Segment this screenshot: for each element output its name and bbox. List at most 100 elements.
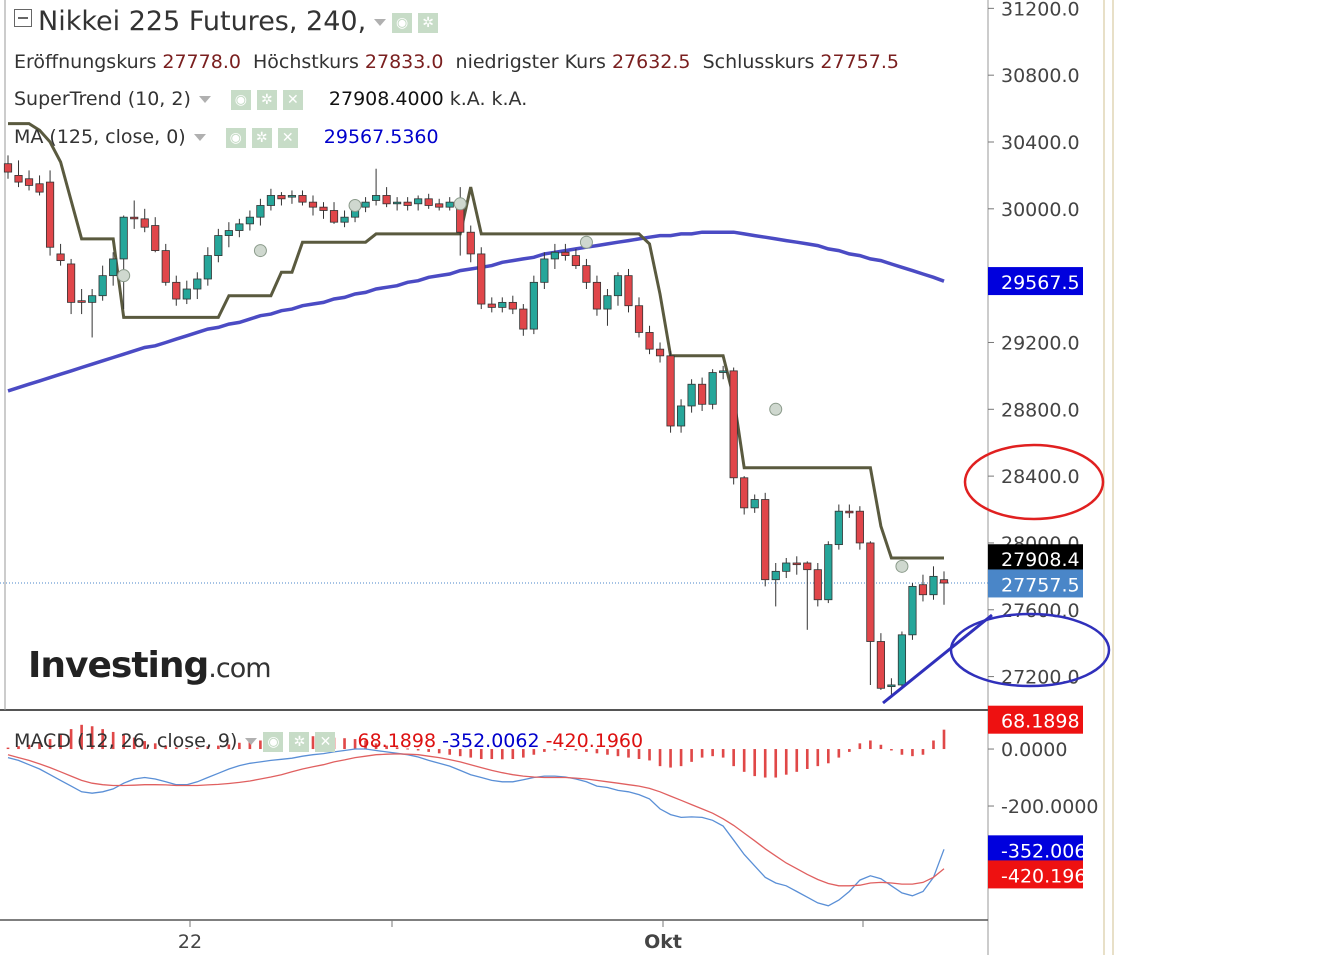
close-icon[interactable]: ✕ [282,89,303,110]
gear-icon[interactable]: ✲ [418,12,439,33]
candle [634,297,644,338]
ohlc-row: Eröffnungskurs 27778.0 Höchstkurs 27833.0 … [14,51,905,73]
close-icon[interactable]: ✕ [315,731,336,752]
eye-icon[interactable]: ◉ [263,731,284,752]
macd-histogram-bar [206,746,210,750]
candle [550,243,559,269]
candle [35,175,44,196]
chevron-down-icon[interactable] [374,19,387,26]
price-tick-label: 30400.0 [1001,132,1080,154]
eye-icon[interactable]: ◉ [225,127,246,148]
macd-histogram-bar [395,747,399,750]
macd-histogram-bar [101,729,104,750]
chevron-down-icon[interactable] [245,738,258,745]
candle-body [24,178,34,186]
gear-icon[interactable]: ✲ [251,127,272,148]
candle [929,566,938,600]
eye-icon[interactable]: ◉ [392,12,413,33]
chart-title-row: Nikkei 225 Futures, 240, ◉ ✲ [14,6,444,37]
macd-histogram-bar [132,737,136,750]
candle-body [245,216,254,225]
candle [214,228,223,263]
candle [613,272,623,306]
logo-suffix: .com [208,653,271,684]
candle [708,369,717,410]
candle [245,210,254,231]
macd-signal-badge-bg [988,860,1083,889]
macd-histogram-bar [753,749,757,777]
candle [582,258,591,290]
macd-histogram-bar [679,749,683,767]
supertrend-label: SuperTrend (10, 2) [14,88,191,110]
candle [151,217,160,253]
candle-body [130,216,139,220]
candle-body [67,263,76,303]
candle [771,562,780,607]
macd-histogram-bar [848,749,851,752]
candle-body [298,195,307,203]
ma-price-badge: 29567.5 [1001,272,1080,294]
supertrend-price-badge-bg [988,544,1083,573]
eye-icon[interactable]: ◉ [230,89,251,110]
gear-icon[interactable]: ✲ [289,731,310,752]
candle [119,215,128,310]
candle [655,342,665,363]
price-tick-label: 28800.0 [1001,399,1080,421]
macd-histogram-bar [227,744,231,750]
collapse-icon[interactable] [14,9,32,27]
candle-body [708,372,717,405]
candle [592,275,602,316]
candle [203,247,212,286]
candle [14,160,23,188]
candle [834,504,843,550]
signal-marker [253,244,267,258]
macd-histogram-bar [606,749,609,755]
chevron-down-icon[interactable] [198,96,211,103]
candle [939,571,949,605]
chevron-down-icon[interactable] [193,134,206,141]
ohlc-close-value: 27757.5 [820,51,899,73]
macd-histogram-bar [217,745,220,750]
macd-histogram-bar [353,739,357,750]
chart-title: Nikkei 225 Futures, 240, [38,6,367,37]
signal-marker [453,197,467,211]
macd-histogram-bar [648,749,651,761]
macd-histogram-bar [827,749,830,764]
price-tick-label: 30800.0 [1001,65,1080,87]
candle [876,633,885,690]
macd-histogram-bar [59,734,62,750]
candle [435,198,444,211]
macd-histogram-bar [90,726,94,750]
macd-line [7,748,945,907]
candle [182,280,191,305]
annotation-red-circle [963,443,1105,521]
candle-body [193,278,202,290]
candle-body [287,195,297,198]
candle [161,243,170,286]
candle-body [319,206,328,211]
candle-body [813,569,822,601]
macd-histogram-bar [711,749,714,757]
candle-body [582,265,591,283]
macd-histogram-bar [532,749,536,755]
macd-histogram-bar [543,749,546,752]
macd-line-value: -352.0062 [442,730,540,752]
candle-body [340,216,349,223]
macd-histogram-bar [416,749,420,751]
supertrend-legend: SuperTrend (10, 2) ◉ ✲ ✕ 27908.4000 k.A. k.A. [14,88,533,110]
candle [256,198,265,226]
candle-body [224,230,233,236]
candle-body [45,181,55,248]
candle [897,631,907,689]
candle-body [603,295,612,310]
ohlc-close-label: Schlusskurs [702,51,815,73]
candle [529,275,538,335]
macd-histogram-bar [111,731,115,750]
candle [130,200,139,229]
macd-histogram-bar [595,749,599,754]
candle-body [119,216,128,260]
ma-price-badge-bg [988,267,1083,296]
close-icon[interactable]: ✕ [277,127,298,148]
gear-icon[interactable]: ✲ [256,89,277,110]
candle [498,297,507,313]
